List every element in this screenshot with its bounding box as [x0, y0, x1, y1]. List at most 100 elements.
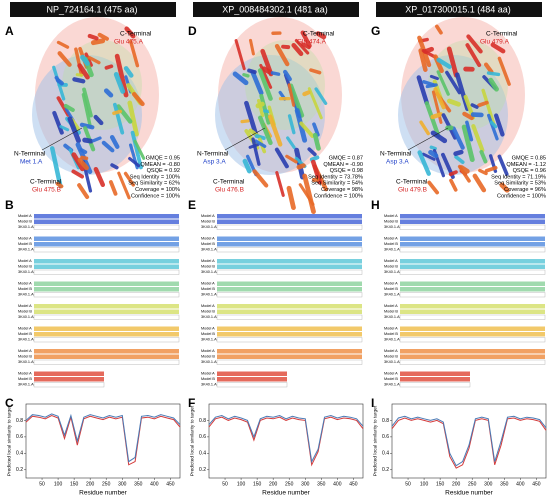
helix: [90, 36, 97, 38]
sequence-row: [400, 372, 470, 377]
helix: [244, 75, 248, 76]
sequence-row: [217, 214, 362, 219]
header-text: XP_008484302.1 (481 aa): [222, 4, 328, 14]
helix: [82, 158, 86, 159]
c-terminal-residue: Glu 474.A: [297, 39, 327, 46]
y-tick-label: 0.6: [199, 434, 206, 440]
metric: QMEAN = -1.12: [506, 162, 546, 168]
y-tick-label: 0.8: [382, 418, 389, 424]
helix: [479, 103, 487, 106]
x-axis-label: Residue number: [262, 490, 311, 497]
row-label: Model B: [201, 332, 215, 336]
x-tick-label: 400: [516, 481, 525, 487]
helix: [475, 176, 484, 190]
sequence-row: [217, 242, 362, 247]
y-tick-label: 0.4: [199, 451, 206, 457]
secondary-row: [217, 315, 362, 320]
row-label: 3K40.1.A: [18, 293, 34, 297]
row-label: 3K40.1.A: [384, 270, 400, 274]
secondary-row: [217, 360, 362, 365]
sequence-row: [217, 310, 362, 315]
c-terminal-label: C-Terminal: [30, 179, 62, 186]
header-text: XP_017300015.1 (484 aa): [405, 4, 511, 14]
helix: [427, 85, 436, 87]
metric: Seq Similarity = 54%: [311, 181, 363, 187]
similarity-line: [209, 417, 363, 465]
x-tick-label: 450: [532, 481, 541, 487]
metric: Seq Identity = 71.19%: [491, 174, 546, 180]
x-tick-label: 50: [405, 481, 411, 487]
row-label: Model B: [18, 242, 32, 246]
row-label: 3K40.1.A: [18, 383, 34, 387]
row-label: Model A: [18, 237, 32, 241]
metric: QSQE = 0.96: [513, 168, 546, 174]
row-label: Model A: [201, 304, 215, 308]
helix: [106, 91, 111, 95]
plot-frame: [209, 404, 363, 478]
helix: [264, 69, 270, 73]
metric: Confidence = 100%: [314, 193, 363, 199]
sequence-row: [34, 327, 179, 332]
row-label: Model B: [18, 332, 32, 336]
n-terminal-label: N-Terminal: [14, 151, 46, 158]
helix: [451, 181, 456, 190]
metric: Seq Similarity = 62%: [128, 181, 180, 187]
helix: [431, 76, 437, 78]
x-axis-label: Residue number: [445, 490, 494, 497]
similarity-line: [26, 416, 180, 465]
sequence-row: [217, 332, 362, 337]
row-label: Model B: [201, 310, 215, 314]
x-tick-label: 300: [301, 481, 310, 487]
metric: QMEAN = -0.80: [140, 162, 180, 168]
secondary-row: [400, 315, 545, 320]
secondary-row: [34, 360, 179, 365]
x-tick-label: 250: [102, 481, 111, 487]
row-label: Model A: [384, 214, 398, 218]
sequence-row: [400, 327, 545, 332]
metric: GMQE = 0.85: [512, 155, 546, 161]
row-label: 3K40.1.A: [201, 315, 217, 319]
sequence-row: [400, 237, 545, 242]
helix: [106, 66, 111, 68]
x-tick-label: 300: [118, 481, 127, 487]
n-terminal-label: N-Terminal: [380, 151, 412, 158]
c-terminal-residue: Glu 479.A: [480, 39, 510, 46]
helix: [299, 166, 304, 168]
row-label: Model A: [201, 214, 215, 218]
metric: Confidence = 100%: [131, 193, 180, 199]
row-label: Model A: [201, 237, 215, 241]
row-label: 3K40.1.A: [201, 293, 217, 297]
helix: [433, 114, 441, 117]
secondary-row: [217, 248, 362, 253]
sequence-row: [34, 220, 179, 225]
row-label: 3K40.1.A: [384, 315, 400, 319]
row-label: Model B: [18, 377, 32, 381]
sequence-row: [217, 377, 287, 382]
sequence-row: [217, 349, 362, 354]
metric: Coverage = 98%: [321, 187, 363, 193]
sequence-row: [217, 304, 362, 309]
sequence-row: [34, 237, 179, 242]
row-label: 3K40.1.A: [201, 360, 217, 364]
x-tick-label: 200: [86, 481, 95, 487]
row-label: Model B: [384, 355, 398, 359]
sequence-row: [400, 265, 545, 270]
secondary-row: [34, 383, 104, 388]
sequence-row: [400, 220, 545, 225]
sequence-row: [34, 304, 179, 309]
c-terminal-label: C-Terminal: [396, 179, 428, 186]
y-tick-label: 0.4: [16, 451, 23, 457]
helix: [114, 111, 120, 113]
row-label: Model A: [18, 214, 32, 218]
secondary-row: [400, 360, 545, 365]
secondary-row: [34, 225, 179, 230]
row-label: Model A: [384, 259, 398, 263]
sequence-row: [217, 355, 362, 360]
helix: [311, 70, 320, 73]
row-label: Model B: [18, 220, 32, 224]
metric: GMQE = 0.87: [329, 155, 363, 161]
helix: [249, 71, 255, 72]
sequence-row: [217, 220, 362, 225]
x-tick-label: 400: [333, 481, 342, 487]
sequence-row: [34, 282, 179, 287]
